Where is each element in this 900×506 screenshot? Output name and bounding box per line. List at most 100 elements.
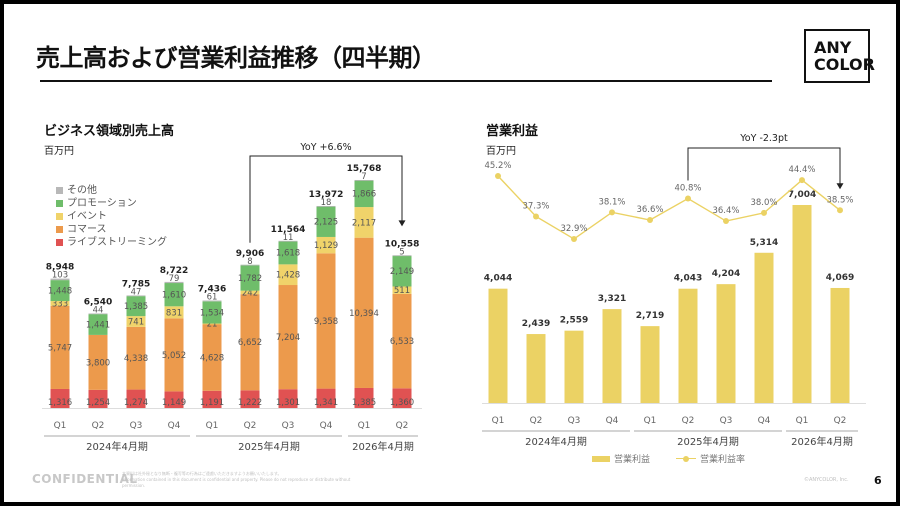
x-tick-label: Q4 (168, 421, 181, 431)
profit-bar (754, 252, 774, 403)
bar-total-label: 11,564 (271, 225, 306, 235)
margin-point (837, 207, 843, 214)
bar-segment-2 (164, 318, 184, 392)
bar-total-label: 10,558 (385, 239, 420, 249)
segment-value-label: 511 (394, 286, 410, 296)
legend-item: ライブストリーミング (56, 236, 167, 249)
segment-value-label: 1,385 (124, 302, 148, 312)
bar-total-label: 15,768 (347, 164, 382, 174)
segment-value-label: 1,610 (162, 291, 186, 301)
segment-value-label: 4,338 (124, 354, 148, 364)
profit-bar (602, 309, 622, 403)
bar-segment-3 (240, 290, 260, 295)
profit-chart-legend: 営業利益 営業利益率 (592, 452, 745, 465)
segment-value-label: 11 (283, 233, 294, 243)
bar-segment-5 (88, 313, 108, 315)
bar-segment-3 (392, 286, 412, 294)
x-tick-label: Q2 (92, 421, 105, 431)
legend-item: イベント (56, 210, 167, 223)
segment-value-label: 1,274 (124, 398, 148, 408)
legend-item-operating-margin: 営業利益率 (676, 452, 745, 465)
margin-point (533, 213, 539, 220)
bar-segment-1 (316, 388, 336, 408)
x-tick-label: Q1 (492, 416, 505, 426)
segment-value-label: 18 (321, 198, 332, 208)
legend-label: イベント (67, 211, 107, 222)
legend-swatch-icon (56, 213, 63, 220)
company-logo: ANY COLOR (804, 29, 875, 83)
profit-chart-title: 営業利益 (486, 124, 539, 139)
segment-value-label: 2,117 (352, 218, 376, 228)
margin-value-label: 44.4% (788, 165, 815, 175)
segment-value-label: 5 (399, 247, 404, 257)
x-tick-label: Q3 (720, 416, 733, 426)
x-tick-label: Q1 (54, 421, 67, 431)
bar-segment-2 (278, 285, 298, 390)
x-tick-label: Q4 (606, 416, 619, 426)
bar-total-label: 8,948 (46, 263, 74, 273)
bar-segment-1 (126, 389, 146, 408)
yoy-bracket (249, 155, 403, 243)
bar-total-label: 13,972 (309, 190, 344, 200)
bar-segment-4 (88, 314, 108, 335)
segment-value-label: 21 (207, 320, 218, 330)
sales-chart-legend: その他 プロモーション イベント コマース ライブストリーミング (56, 184, 167, 249)
segment-value-label: 7,204 (276, 333, 300, 343)
legend-label: 営業利益率 (700, 455, 746, 465)
segment-value-label: 4,628 (200, 353, 224, 363)
yoy-annotation-label: YoY -2.3pt (739, 133, 788, 144)
margin-value-label: 38.5% (826, 195, 853, 205)
segment-value-label: 1,129 (314, 241, 338, 251)
x-tick-label: Q1 (358, 421, 371, 431)
profit-value-label: 4,069 (826, 273, 854, 283)
x-tick-label: Q3 (130, 421, 143, 431)
segment-value-label: 242 (242, 288, 258, 298)
logo-line-1: ANY (814, 38, 852, 57)
bar-segment-3 (50, 301, 70, 306)
legend-label: その他 (67, 185, 97, 196)
segment-value-label: 9,358 (314, 317, 338, 327)
bar-segment-5 (392, 255, 412, 257)
confidential-note-en: Information contained in this document i… (122, 477, 351, 488)
segment-value-label: 1,301 (276, 398, 300, 408)
segment-value-label: 103 (52, 271, 68, 281)
segment-value-label: 333 (52, 299, 68, 309)
bar-segment-4 (126, 296, 146, 317)
segment-value-label: 7 (361, 172, 366, 182)
segment-value-label: 2,125 (314, 218, 338, 228)
page-title: 売上高および営業利益推移（四半期） (36, 44, 436, 72)
segment-value-label: 741 (128, 317, 144, 327)
legend-bar-swatch-icon (592, 455, 610, 462)
margin-point (647, 217, 653, 224)
legend-item: その他 (56, 184, 167, 197)
x-group-label: 2025年4月期 (238, 440, 300, 453)
profit-value-label: 2,719 (636, 311, 664, 321)
bar-segment-5 (278, 240, 298, 242)
legend-label: ライブストリーミング (67, 237, 167, 248)
segment-value-label: 79 (169, 274, 180, 284)
segment-value-label: 6,652 (238, 338, 262, 348)
segment-value-label: 1,448 (48, 287, 72, 297)
profit-value-label: 4,043 (674, 274, 702, 284)
profit-value-label: 4,204 (712, 269, 740, 279)
legend-swatch-icon (56, 226, 63, 233)
margin-value-label: 37.3% (522, 201, 549, 211)
bar-segment-3 (202, 323, 222, 325)
x-group-label: 2024年4月期 (86, 440, 148, 453)
x-group-label: 2026年4月期 (352, 440, 414, 453)
bar-segment-2 (240, 294, 260, 391)
profit-value-label: 2,439 (522, 319, 550, 329)
segment-value-label: 5,052 (162, 351, 186, 361)
bar-segment-2 (202, 323, 222, 391)
bar-total-label: 8,722 (160, 266, 188, 276)
bar-segment-2 (392, 293, 412, 389)
segment-value-label: 47 (131, 287, 142, 297)
bar-segment-5 (50, 278, 70, 281)
segment-value-label: 1,222 (238, 398, 262, 408)
bar-segment-5 (354, 179, 374, 181)
bar-segment-5 (316, 205, 336, 207)
legend-item: コマース (56, 223, 167, 236)
profit-value-label: 2,559 (560, 316, 588, 326)
bar-total-label: 7,785 (122, 279, 150, 289)
